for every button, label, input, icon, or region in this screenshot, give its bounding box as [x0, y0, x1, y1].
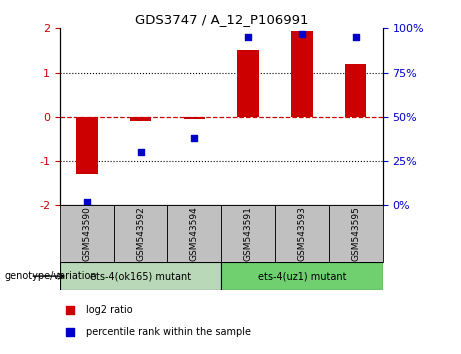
Point	[244, 34, 252, 40]
Bar	[130, 117, 151, 121]
Bar	[221, 262, 383, 290]
Text: genotype/variation: genotype/variation	[5, 271, 97, 281]
Text: ets-4(uz1) mutant: ets-4(uz1) mutant	[258, 271, 346, 281]
Text: log2 ratio: log2 ratio	[86, 305, 132, 315]
Bar	[275, 205, 329, 262]
Point	[352, 34, 360, 40]
Bar	[76, 117, 98, 175]
Title: GDS3747 / A_12_P106991: GDS3747 / A_12_P106991	[135, 13, 308, 26]
Text: GSM543590: GSM543590	[83, 206, 91, 261]
Bar	[221, 205, 275, 262]
Bar	[60, 205, 114, 262]
Bar	[114, 205, 167, 262]
Text: GSM543594: GSM543594	[190, 206, 199, 261]
Point	[191, 135, 198, 141]
Point	[66, 329, 73, 335]
Bar	[237, 51, 259, 117]
Point	[137, 149, 144, 155]
Bar	[329, 205, 383, 262]
Point	[66, 307, 73, 313]
Text: GSM543592: GSM543592	[136, 206, 145, 261]
Point	[298, 31, 306, 36]
Text: GSM543591: GSM543591	[244, 206, 253, 261]
Bar	[291, 30, 313, 117]
Bar	[345, 64, 366, 117]
Bar	[183, 117, 205, 119]
Point	[83, 199, 90, 205]
Bar	[60, 262, 221, 290]
Bar	[167, 205, 221, 262]
Text: GSM543595: GSM543595	[351, 206, 360, 261]
Text: percentile rank within the sample: percentile rank within the sample	[86, 327, 251, 337]
Text: GSM543593: GSM543593	[297, 206, 307, 261]
Text: ets-4(ok165) mutant: ets-4(ok165) mutant	[90, 271, 191, 281]
